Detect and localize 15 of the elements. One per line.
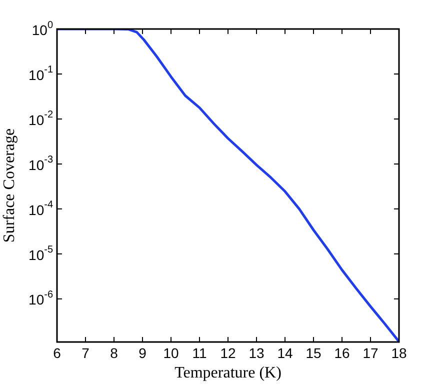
x-tick-label: 14 [277,344,293,361]
x-tick-label: 12 [220,344,236,361]
x-tick-label: 8 [110,344,118,361]
x-tick-label: 15 [306,344,322,361]
x-tick-label: 11 [192,344,207,361]
x-tick-label: 16 [334,344,350,361]
x-tick-label: 6 [53,344,62,361]
x-tick-label: 9 [138,344,147,361]
x-tick-label: 18 [391,344,407,361]
y-axis-title: Surface Coverage [0,128,18,243]
x-tick-label: 10 [163,344,179,361]
x-tick-label: 7 [82,344,90,361]
x-tick-label: 17 [362,344,378,361]
x-axis-title: Temperature (K) [174,364,282,382]
x-tick-label: 13 [248,344,264,361]
